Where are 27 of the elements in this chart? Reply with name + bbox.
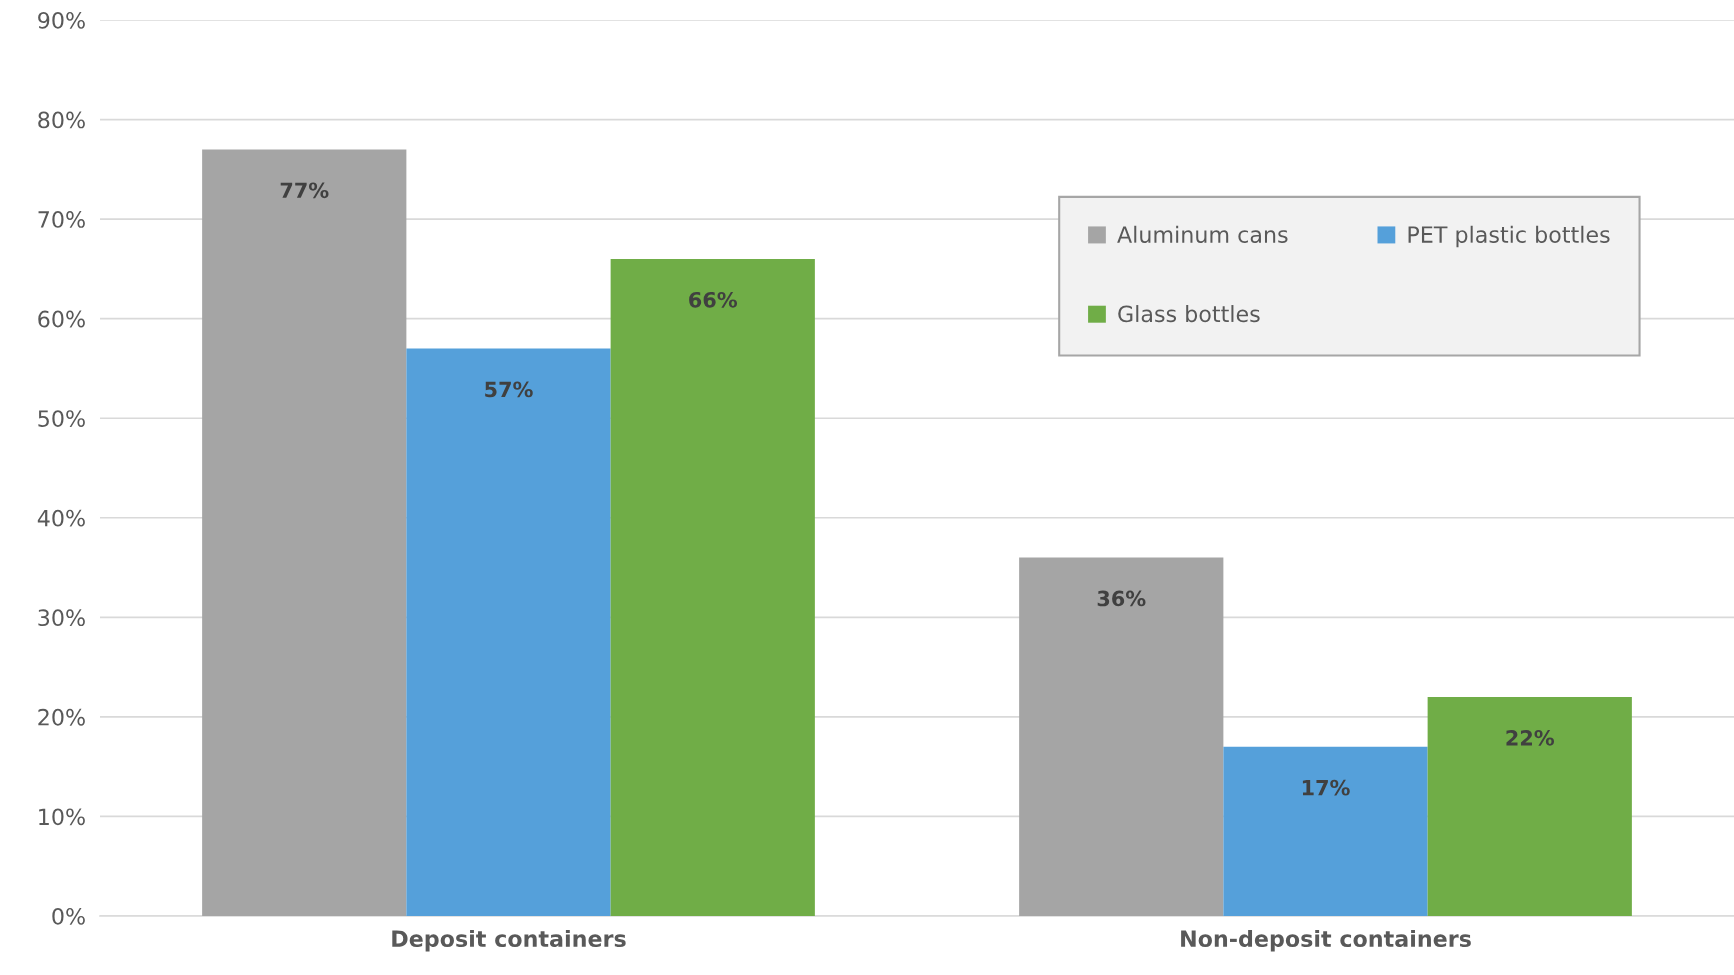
data-label: 36% — [1097, 590, 1146, 607]
data-label: 77% — [280, 182, 329, 199]
bar — [406, 348, 611, 916]
data-label: 22% — [1506, 729, 1555, 746]
bar — [610, 258, 815, 916]
y-tick-label: 10% — [39, 808, 85, 826]
y-tick-label: 0% — [52, 907, 85, 925]
y-tick-label: 70% — [38, 211, 85, 228]
bar — [1223, 746, 1428, 916]
y-tick-label: 50% — [38, 410, 85, 427]
x-tick-label: Deposit containers — [392, 929, 626, 952]
bar — [1019, 557, 1224, 916]
legend-label: Glass bottles — [1118, 305, 1260, 323]
data-label: 17% — [1302, 779, 1350, 796]
y-tick-label: 90% — [38, 11, 85, 29]
bar — [1427, 696, 1632, 916]
x-tick-label: Non-deposit containers — [1181, 929, 1471, 952]
y-tick-label: 30% — [38, 609, 85, 627]
bar — [202, 149, 407, 916]
y-tick-label: 20% — [38, 708, 85, 726]
y-tick-label: 60% — [38, 310, 85, 328]
y-tick-label: 40% — [37, 509, 85, 527]
y-tick-label: 80% — [38, 111, 85, 129]
data-label: 66% — [689, 291, 738, 308]
data-label: 57% — [485, 381, 533, 398]
legend-label: PET plastic bottles — [1408, 225, 1610, 248]
legend-label: Aluminum cans — [1117, 225, 1288, 243]
